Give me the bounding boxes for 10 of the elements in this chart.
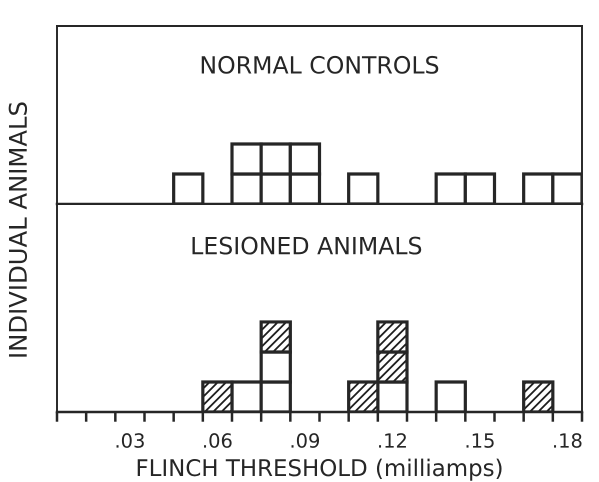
x-tick-label: .12	[379, 433, 406, 448]
x-tick-label: .15	[466, 433, 494, 448]
x-axis-title: FLINCH THRESHOLD (milliamps)	[138, 458, 502, 481]
chart-title: NORMAL CONTROLS	[202, 56, 438, 74]
x-tick-label: .03	[116, 433, 144, 448]
x-tick-label: .09	[292, 433, 320, 448]
x-tick-label: .18	[554, 433, 582, 448]
chart-title: LESIONED ANIMALS	[192, 236, 422, 255]
y-axis-title: INDIVIDUAL ANIMALS	[8, 102, 28, 357]
x-tick-label: .06	[204, 433, 232, 448]
